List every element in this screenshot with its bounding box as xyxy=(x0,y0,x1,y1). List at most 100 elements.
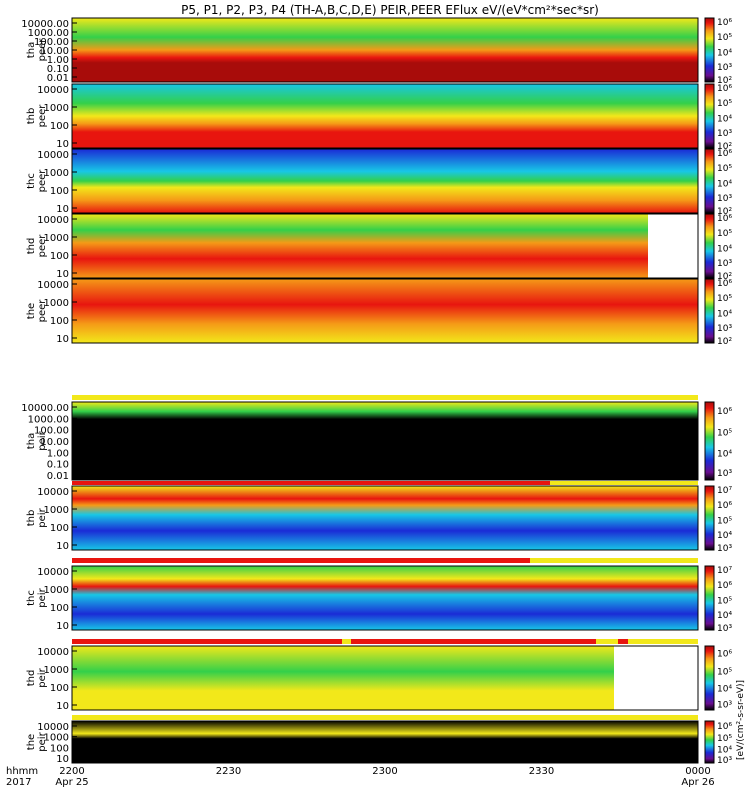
ytick-label: 0.01 xyxy=(47,471,69,482)
time-axis-label-hhmm: hhmm xyxy=(6,766,38,777)
status-strip-2 xyxy=(72,558,530,563)
status-strip-0 xyxy=(72,395,698,400)
ytick-label: 1000.00 xyxy=(28,28,69,39)
colorbar-thd-peer xyxy=(704,213,715,279)
spectrogram-tha-peer xyxy=(72,18,698,82)
colorbar-tick-label: 10³ xyxy=(717,701,732,711)
panel-thd-peir: thdpeir 10000 1000 100 10 10⁶ 10⁵ 10⁴ 10³ xyxy=(26,645,732,712)
colorbar-tick-label: 10⁶ xyxy=(717,407,732,417)
colorbar-tick-label: 10⁴ xyxy=(717,114,732,124)
ytick-label: 10000 xyxy=(37,487,69,498)
colorbar-tick-label: 10³ xyxy=(717,194,732,204)
colorbar-thb-peer xyxy=(704,83,715,149)
colorbar-tick-label: 10⁶ xyxy=(717,581,732,591)
ytick-label: 100 xyxy=(50,743,69,754)
colorbar-tick-label: 10⁴ xyxy=(717,745,732,755)
status-strip-3 xyxy=(628,639,698,644)
ytick-label: 1000 xyxy=(44,585,69,596)
panel-frame-thd-peir xyxy=(71,645,699,711)
colorbar-tick-label: 10⁵ xyxy=(717,667,732,677)
ytick-label: 10 xyxy=(56,541,69,552)
spectrogram-the-peir xyxy=(72,721,698,763)
spectrogram-thc-peir xyxy=(72,566,698,630)
ytick-label: 0.01 xyxy=(47,73,69,84)
panel-tha-peer: thapeer 10000.001000.00100.0010.001.000.1… xyxy=(21,17,732,86)
colorbar-tick-label: 10⁴ xyxy=(717,450,732,460)
colorbar-tick-label: 10⁴ xyxy=(717,244,732,254)
colorbar-tick-label: 10³ xyxy=(717,624,732,634)
ytick-label: 1000 xyxy=(44,733,69,744)
status-strip-3 xyxy=(342,639,351,644)
ytick-label: 100 xyxy=(50,683,69,694)
panel-frame-the-peer xyxy=(71,278,699,344)
ytick-label: 10 xyxy=(56,334,69,345)
ytick-label: 10000 xyxy=(37,215,69,226)
ytick-label: 10000 xyxy=(37,150,69,161)
spectrogram-tha-peir xyxy=(72,402,698,480)
colorbar-the-peir xyxy=(704,720,715,764)
colorbar-tick-label: 10⁶ xyxy=(717,84,732,94)
colorbar-tick-label: 10⁵ xyxy=(717,294,732,304)
ytick-label: 10000.00 xyxy=(21,19,69,30)
panel-frame-thd-peer xyxy=(71,213,699,279)
colorbar-tick-label: 10² xyxy=(717,337,732,347)
spectrogram-thc-peer xyxy=(72,149,698,213)
colorbar-tick-label: 10⁴ xyxy=(717,48,732,58)
ytick-label: 100.00 xyxy=(34,37,69,48)
ylabel-the-peir: thepeir xyxy=(26,731,48,751)
colorbar-tick-label: 10⁷ xyxy=(717,486,732,496)
colorbar-tick-label: 10⁶ xyxy=(717,214,732,224)
ytick-label: 10 xyxy=(56,269,69,280)
ylabel-tha-peer: thapeer xyxy=(26,38,48,62)
xtick-label: 2300 xyxy=(372,766,397,777)
ytick-label: 10000.00 xyxy=(21,403,69,414)
xtick-label: 2330 xyxy=(529,766,554,777)
colorbar-tick-label: 10⁶ xyxy=(717,501,732,511)
ytick-label: 10000 xyxy=(37,85,69,96)
ylabel-the-peer: thepeer xyxy=(26,299,48,323)
colorbar-tick-label: 10⁴ xyxy=(717,685,732,695)
ytick-label: 10 xyxy=(56,621,69,632)
ytick-label: 10 xyxy=(56,754,69,765)
ylabel-thd-peir: thdpeir xyxy=(26,667,48,687)
ytick-label: 1000.00 xyxy=(28,414,69,425)
colorbar-tick-label: 10⁵ xyxy=(717,33,732,43)
ytick-label: 0.10 xyxy=(47,64,69,75)
ytick-label: 100 xyxy=(50,186,69,197)
colorbar-tick-label: 10³ xyxy=(717,63,732,73)
xtick-label: 0000 xyxy=(685,766,710,777)
colorbar-tick-label: 10³ xyxy=(717,324,732,334)
ytick-label: 1000 xyxy=(44,505,69,516)
colorbar-tick-label: 10⁵ xyxy=(717,734,732,744)
panel-the-peer: thepeer 10000 1000 100 10 10⁶ 10⁵ 10⁴ 10³ 10² xyxy=(26,278,732,347)
colorbar-tick-label: 10⁵ xyxy=(717,516,732,526)
xtick-date-label: Apr 25 xyxy=(55,777,88,788)
panel-thb-peir: thbpeir 10000 1000 100 10 10⁷ 10⁶ 10⁵ 10⁴ 10³ xyxy=(26,485,732,554)
spectrogram-thb-peer xyxy=(72,84,698,148)
status-strip-1 xyxy=(72,481,550,485)
colorbar-tick-label: 10⁴ xyxy=(717,531,732,541)
panels-group: thapeer10000.001000.00100.0010.001.000.1… xyxy=(21,17,732,766)
ytick-label: 10000 xyxy=(37,567,69,578)
ytick-label: 100 xyxy=(50,251,69,262)
spectrogram-thb-peir xyxy=(72,486,698,550)
panel-tha-peir: thapeir 10000.001000.00100.0010.001.000.1… xyxy=(21,401,732,482)
colorbar-tick-label: 10⁷ xyxy=(717,566,732,576)
ytick-label: 100.00 xyxy=(34,426,69,437)
status-strip-3 xyxy=(596,639,618,644)
data-gap-thd-peir xyxy=(614,646,698,710)
ytick-label: 10000 xyxy=(37,647,69,658)
panel-thd-peer: thdpeer 10000 1000 100 10 10⁶ 10⁵ 10⁴ 10³ 10² xyxy=(26,213,732,282)
ylabel-tha-peir: thapeir xyxy=(26,430,48,450)
colorbar-tick-label: 10⁶ xyxy=(717,649,732,659)
colorbar-tick-label: 10³ xyxy=(717,259,732,269)
colorbar-thc-peer xyxy=(704,148,715,214)
ylabel-thb-peir: thbpeir xyxy=(26,507,48,527)
data-gap-thd-peer xyxy=(648,214,698,278)
colorbar-units-label: [eV/(cm²-s-sr-eV)] xyxy=(736,680,746,760)
colorbar-tick-label: 10⁵ xyxy=(717,99,732,109)
colorbar-thb-peir xyxy=(704,485,715,551)
ytick-label: 1000 xyxy=(44,665,69,676)
ytick-label: 0.10 xyxy=(47,460,69,471)
